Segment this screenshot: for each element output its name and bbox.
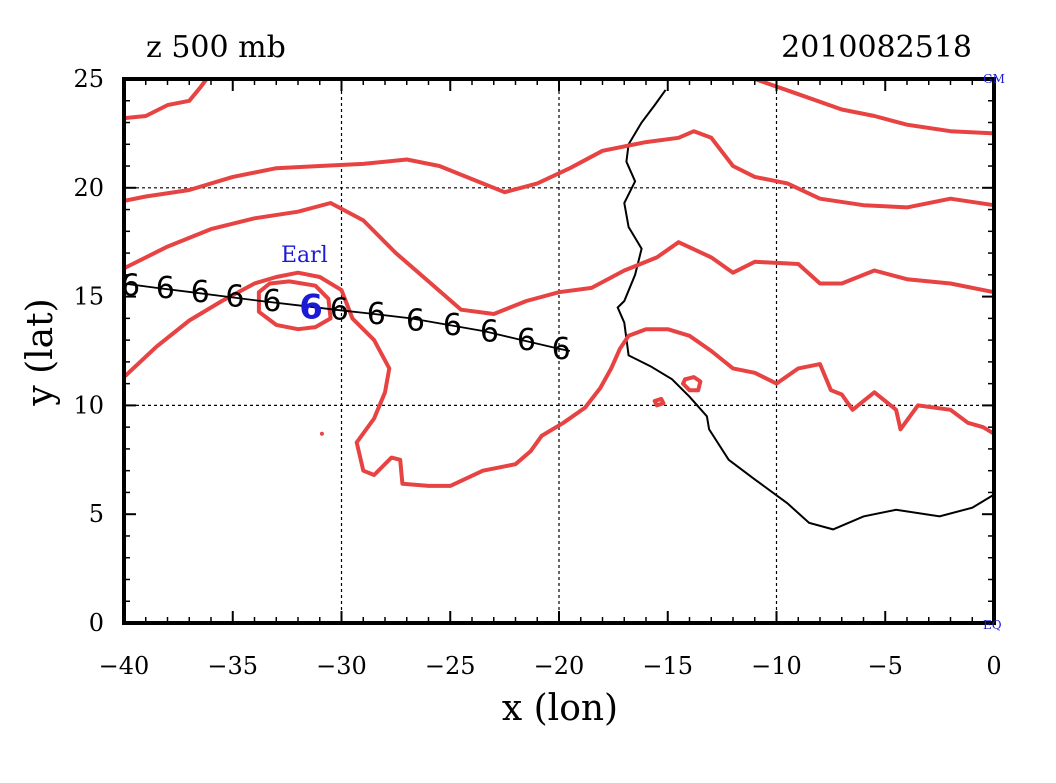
storm-track-symbol: 6 xyxy=(517,323,536,358)
storm-track-symbol: 6 xyxy=(552,332,571,367)
y-tick-label: 25 xyxy=(73,65,104,93)
storm-track-symbol: 6 xyxy=(262,284,281,319)
corner-label-bottom-right: EQ xyxy=(983,618,1002,632)
contour-line xyxy=(122,77,209,121)
x-tick-label: −25 xyxy=(425,652,476,680)
y-tick-label: 0 xyxy=(89,609,104,637)
storm-track-symbol: 6 xyxy=(191,275,210,310)
x-tick-label: −5 xyxy=(868,652,903,680)
x-tick-label: −10 xyxy=(751,652,802,680)
storm-track-symbol: 6 xyxy=(367,297,386,332)
contour-dot xyxy=(319,431,324,436)
contour-line xyxy=(122,201,996,316)
storm-track-symbol: 6 xyxy=(225,280,244,315)
contour-line xyxy=(752,77,996,136)
corner-label-top-right: GM xyxy=(983,72,1005,86)
contour-line xyxy=(256,279,333,332)
y-tick-label: 20 xyxy=(73,174,104,202)
contour-line xyxy=(122,129,996,210)
contour-line xyxy=(681,375,703,393)
chart-timestamp: 2010082518 xyxy=(781,30,972,65)
storm-track-symbol: 6 xyxy=(156,271,175,306)
storm-track-symbol: 6 xyxy=(330,293,349,328)
x-axis-label: x (lon) xyxy=(502,688,618,729)
x-tick-label: −40 xyxy=(99,652,150,680)
x-tick-label: −20 xyxy=(534,652,585,680)
y-tick-label: 5 xyxy=(89,500,104,528)
x-tick-label: −35 xyxy=(207,652,258,680)
x-tick-label: 0 xyxy=(986,652,1001,680)
storm-current-symbol: 6 xyxy=(299,287,323,327)
coastline xyxy=(616,89,995,531)
x-tick-label: −30 xyxy=(316,652,367,680)
contour-line xyxy=(652,396,666,408)
y-tick-label: 10 xyxy=(73,391,104,419)
storm-name-label: Earl xyxy=(281,243,328,268)
contour-line xyxy=(122,270,996,488)
chart-title: z 500 mb xyxy=(146,30,286,65)
y-axis-label: y (lat) xyxy=(20,298,61,406)
storm-track-symbol: 6 xyxy=(443,308,462,343)
x-tick-label: −15 xyxy=(642,652,693,680)
y-tick-label: 15 xyxy=(73,283,104,311)
storm-track-line xyxy=(123,282,571,352)
storm-track-symbol: 6 xyxy=(480,314,499,349)
storm-track-symbol: 6 xyxy=(406,304,425,339)
